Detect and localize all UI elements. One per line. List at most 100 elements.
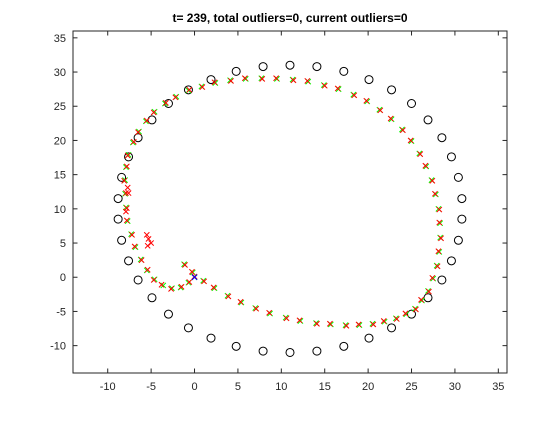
estimated-path-marker [186,86,193,93]
estimated-path-marker [438,235,444,242]
estimated-path-marker [377,107,384,114]
estimated-path-marker [144,242,151,249]
landmark-marker [407,99,417,109]
estimated-path-marker [199,84,206,91]
landmark-marker [124,256,134,266]
estimated-path-marker [148,240,155,246]
estimated-path-marker [138,257,145,264]
x-tick-label: 15 [319,381,331,393]
estimated-path-marker [296,317,303,324]
landmark-marker [133,275,143,285]
estimated-path-marker [228,77,234,84]
robot-marker [191,274,198,281]
estimated-path-marker [393,316,400,322]
x-tick-label: 10 [275,381,287,393]
x-tick-label: 30 [449,381,461,393]
estimated-path-marker [326,320,333,327]
estimated-path-marker [304,77,311,84]
landmark-marker [446,152,456,162]
estimated-path-marker [188,268,195,275]
x-tick-label: 35 [492,381,504,393]
estimated-path-marker [273,75,280,82]
y-tick-label: 30 [54,67,66,79]
landmark-marker [387,323,397,333]
estimated-path-marker [122,190,129,197]
estimated-path-marker [241,75,248,82]
estimated-path-marker [201,278,208,285]
landmark-marker [113,214,123,224]
y-tick-label: 5 [60,238,66,250]
landmark-marker [133,133,143,143]
y-tick-label: -5 [56,306,66,318]
estimated-path-marker [429,274,436,281]
x-tick-label: -5 [146,381,156,393]
estimated-path-marker [125,190,132,197]
x-tick-label: 5 [235,381,241,393]
estimated-path-marker [145,235,152,242]
landmark-marker [183,323,193,333]
estimated-path-marker [407,137,414,144]
landmark-marker [387,85,397,95]
estimated-path-marker [143,231,150,238]
landmark-marker [437,133,447,143]
estimated-path-marker [123,217,130,224]
x-tick-label: 25 [405,381,417,393]
estimated-path-marker [122,208,129,215]
estimated-path-marker [135,129,142,136]
x-tick-label: 0 [191,381,197,393]
estimated-path-marker [402,310,409,317]
estimated-path-marker [168,285,175,292]
estimated-path-marker [123,205,130,212]
estimated-path-marker [131,243,138,250]
axis-ticks: -10 -5 0 5 10 15 20 25 30 35 -10 -5 0 5 10 15 20 25 30 35 [50,31,507,393]
estimated-path-marker [129,231,135,238]
landmark-marker [258,346,268,356]
estimated-path-marker [429,177,436,184]
estimated-path-marker [283,315,290,322]
landmark-marker [423,115,433,125]
landmark-marker [457,214,467,224]
estimated-path-marker [387,115,394,122]
estimated-path-marker [432,190,438,197]
y-tick-label: -10 [50,341,66,353]
y-tick-label: 10 [54,204,66,216]
estimated-path-marker [363,97,370,104]
estimated-path-marker [422,162,429,169]
estimated-path-marker [355,321,362,328]
estimated-path-marker [210,284,217,291]
estimated-path-marker [436,219,443,226]
landmark-marker [453,172,463,182]
estimated-path-marker [237,298,244,305]
landmark-marker [117,172,127,182]
estimated-path-marker [172,94,179,101]
y-tick-label: 35 [54,33,66,45]
estimated-path-marker [259,75,266,82]
estimated-path-marker [123,163,130,170]
landmark-marker [183,85,193,95]
x-tick-label: 20 [362,381,374,393]
y-tick-label: 15 [54,170,66,182]
estimated-path-marker [124,184,131,191]
estimated-path-marker [425,288,432,295]
y-tick-label: 0 [60,272,66,284]
landmark-marker [206,333,216,343]
landmark-marker [147,293,157,303]
estimated-path-marker [150,109,157,116]
estimated-path-marker [412,306,419,313]
estimated-path-marker [186,279,193,285]
landmark-marker [339,341,349,351]
estimated-path-marker [399,127,406,134]
landmark-marker [312,62,322,72]
estimated-path-marker [211,79,218,86]
estimated-path-marker [370,321,377,328]
estimated-path-marker [321,82,328,89]
estimated-path-marker [182,261,188,268]
landmark-marker [163,309,173,319]
estimated-path-marker [334,85,341,92]
estimated-path-marker [143,117,150,124]
landmark-marker [258,62,268,72]
y-tick-label: 25 [54,101,66,113]
estimated-path-marker [162,99,169,106]
landmark-marker [364,333,374,343]
